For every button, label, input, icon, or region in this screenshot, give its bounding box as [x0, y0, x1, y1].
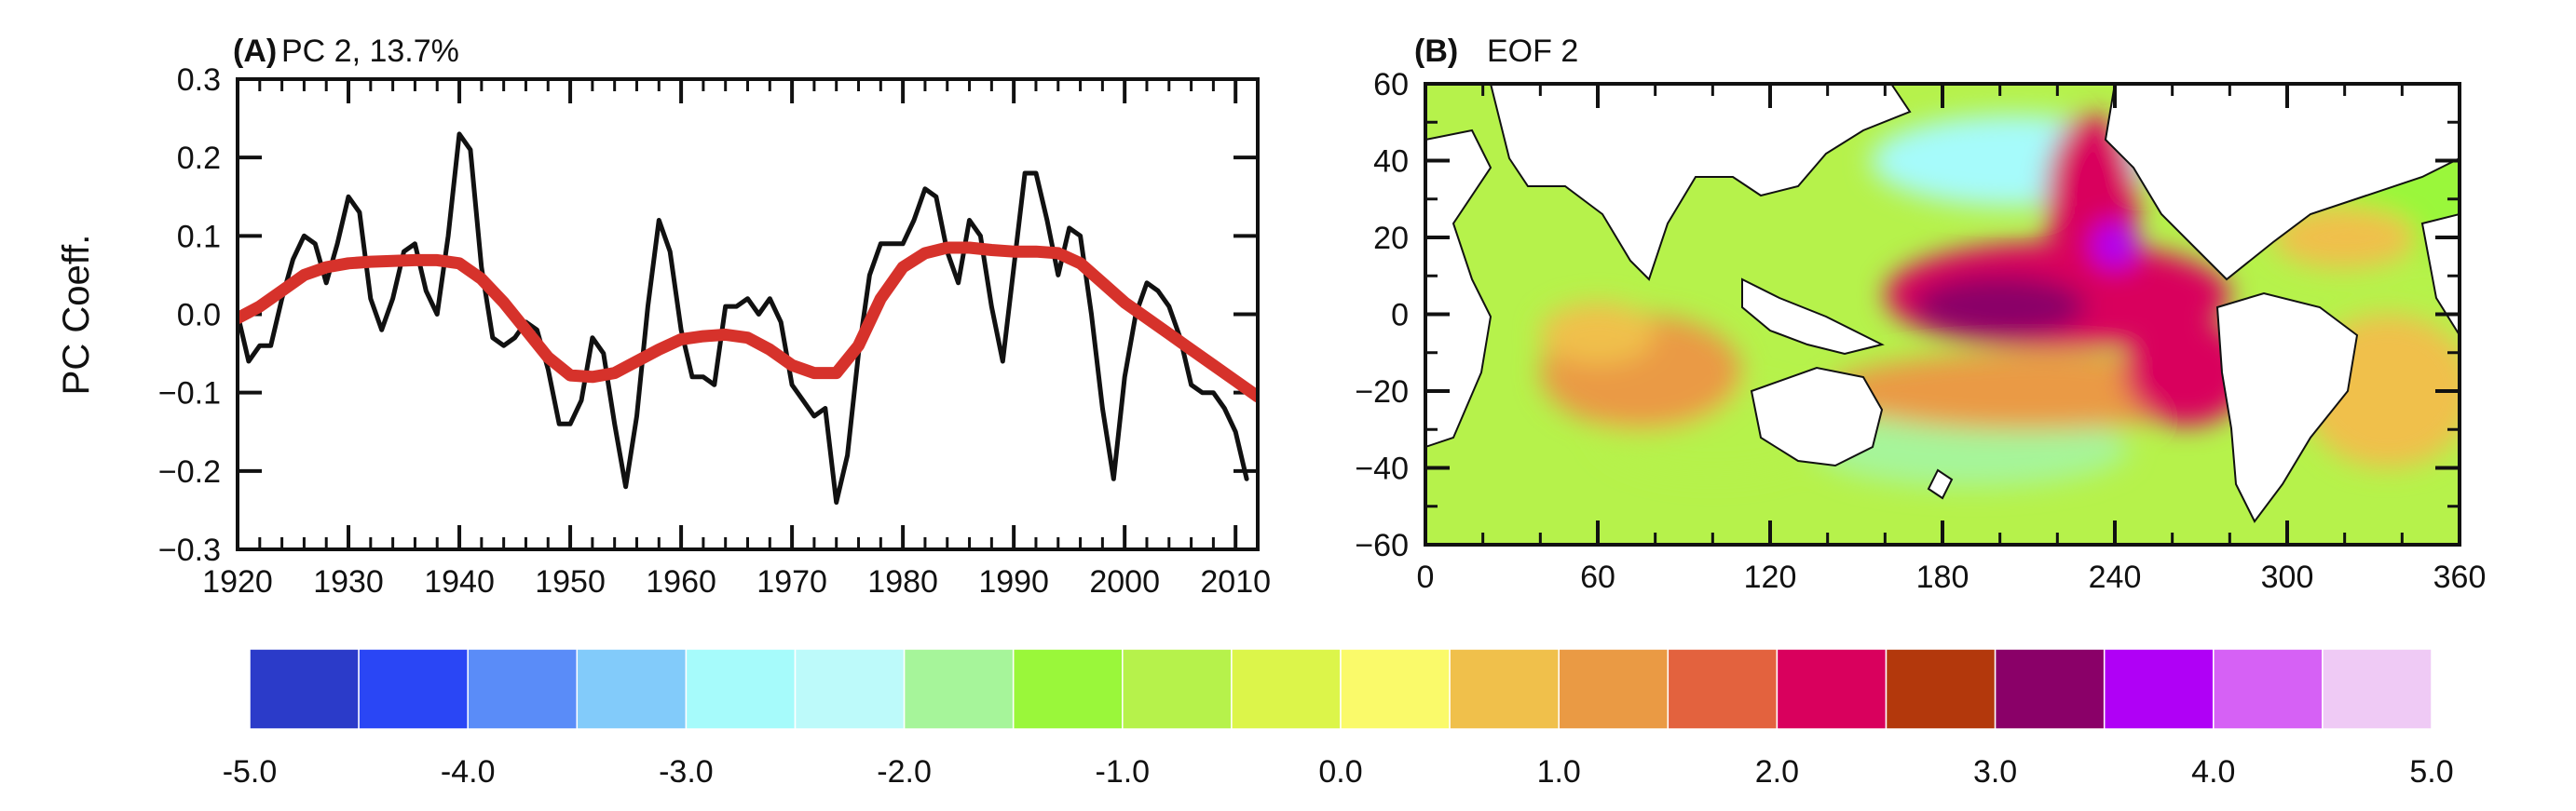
colorbar-tick-label: -3.0 — [659, 754, 714, 790]
panel-b-title: EOF 2 — [1487, 34, 1578, 69]
colorbar-swatch — [1012, 648, 1124, 730]
colorbar-tick-label: -1.0 — [1096, 754, 1151, 790]
panel-a-series — [238, 131, 1258, 505]
x-tick-label: 1970 — [756, 564, 827, 600]
anomaly-blob — [1914, 276, 2087, 338]
x-tick-label: 1940 — [424, 564, 495, 600]
land-australia — [1750, 366, 1884, 467]
colorbar-tick-label: 2.0 — [1755, 754, 1799, 790]
colorbar-swatch — [1231, 648, 1342, 730]
pc2-timeseries-panel: (A) PC 2, 13.7% PC Coeff. 1920 1930 1940 19… — [56, 34, 1271, 600]
colorbar-tick-label: 1.0 — [1537, 754, 1581, 790]
anomaly-blob — [1540, 303, 1656, 365]
field-anomaly-blobs — [1540, 115, 2460, 488]
x-tick-label: 1920 — [202, 564, 273, 600]
colorbar-swatch — [794, 648, 906, 730]
panel-a-title: PC 2, 13.7% — [281, 34, 459, 69]
y-tick-label: 0.3 — [177, 62, 221, 98]
lon-tick-label: 360 — [2433, 560, 2487, 595]
x-tick-label: 2000 — [1089, 564, 1160, 600]
y-tick-label: −0.2 — [158, 454, 221, 490]
colorbar-tick-label: -5.0 — [223, 754, 278, 790]
lat-tick-label: −40 — [1355, 452, 1409, 487]
x-tick-label: 1980 — [867, 564, 938, 600]
y-tick-label: −0.3 — [158, 533, 221, 568]
colorbar-swatch — [576, 648, 688, 730]
x-tick-label: 1960 — [646, 564, 716, 600]
colorbar-swatch — [1122, 648, 1233, 730]
lon-tick-label: 300 — [2261, 560, 2314, 595]
colorbar — [249, 648, 2433, 730]
land-new-zealand — [1927, 468, 1954, 500]
colorbar-labels: -5.0 -4.0 -3.0 -2.0 -1.0 0.0 1.0 2.0 3.0 4.0 5.0 — [223, 754, 2454, 790]
land-masks — [1425, 84, 2460, 523]
panel-b-tag: (B) — [1414, 34, 1458, 69]
panel-a-y-axis-title: PC Coeff. — [56, 235, 97, 396]
colorbar-swatch — [1667, 648, 1779, 730]
colorbar-swatch — [2213, 648, 2324, 730]
colorbar-swatch — [685, 648, 797, 730]
lon-tick-label: 120 — [1744, 560, 1797, 595]
colorbar-swatch — [1340, 648, 1451, 730]
colorbar-swatch — [1449, 648, 1560, 730]
colorbar-tick-label: 4.0 — [2191, 754, 2235, 790]
colorbar-swatch — [249, 648, 360, 730]
panel-a-frame — [236, 77, 1260, 551]
colorbar-tick-label: -2.0 — [877, 754, 932, 790]
anomaly-blob — [2123, 318, 2250, 426]
colorbar-tick-label: 3.0 — [1973, 754, 2017, 790]
colorbar-swatch — [1994, 648, 2106, 730]
anomaly-blob — [1813, 410, 2130, 488]
anomaly-blob — [2092, 222, 2138, 268]
land-north-america — [2104, 84, 2460, 281]
lat-tick-label: −60 — [1355, 528, 1409, 563]
lat-tick-label: 40 — [1373, 144, 1409, 180]
pc2-smoothed-line — [238, 241, 1258, 403]
x-tick-label: 1950 — [535, 564, 606, 600]
panel-b-frame — [1424, 82, 2461, 547]
land-south-america — [2215, 291, 2359, 523]
lon-tick-label: 180 — [1916, 560, 1969, 595]
colorbar-tick-label: 0.0 — [1318, 754, 1362, 790]
colorbar-swatch — [2322, 648, 2433, 730]
lon-tick-label: 240 — [2089, 560, 2142, 595]
land-eurasia — [1489, 84, 1912, 281]
pc2-annual-line — [238, 131, 1249, 505]
lat-tick-label: 0 — [1391, 298, 1409, 333]
colorbar-swatch — [903, 648, 1015, 730]
lon-tick-label: 60 — [1580, 560, 1615, 595]
colorbar-swatch — [1885, 648, 1997, 730]
panel-b-ticks: 0 60 120 180 240 300 360 −60 −40 −20 0 20 40 60 — [1355, 67, 2486, 595]
land-indonesia — [1741, 277, 1885, 356]
y-tick-label: 0.2 — [177, 141, 221, 176]
x-tick-label: 2010 — [1200, 564, 1271, 600]
y-tick-label: −0.1 — [158, 376, 221, 412]
anomaly-blob — [2272, 207, 2417, 268]
y-tick-label: 0.0 — [177, 298, 221, 333]
lat-tick-label: 60 — [1373, 67, 1409, 102]
lon-tick-label: 0 — [1417, 560, 1435, 595]
colorbar-swatch — [1558, 648, 1670, 730]
eof2-field — [1425, 84, 2460, 545]
x-tick-label: 1990 — [978, 564, 1049, 600]
land-africa-east — [1425, 128, 1492, 449]
colorbar-tick-label: -4.0 — [441, 754, 496, 790]
land-west-africa — [2420, 212, 2460, 337]
lat-tick-label: 20 — [1373, 221, 1409, 256]
y-tick-label: 0.1 — [177, 219, 221, 254]
colorbar-swatch — [358, 648, 469, 730]
lat-tick-label: −20 — [1355, 374, 1409, 410]
eof2-map-panel: (B) EOF 2 — [1355, 34, 2486, 595]
colorbar-swatch — [1776, 648, 1888, 730]
colorbar-swatch — [2103, 648, 2215, 730]
x-tick-label: 1930 — [313, 564, 384, 600]
panel-a-tag: (A) — [233, 34, 277, 69]
colorbar-tick-label: 5.0 — [2409, 754, 2453, 790]
colorbar-swatch — [467, 648, 579, 730]
